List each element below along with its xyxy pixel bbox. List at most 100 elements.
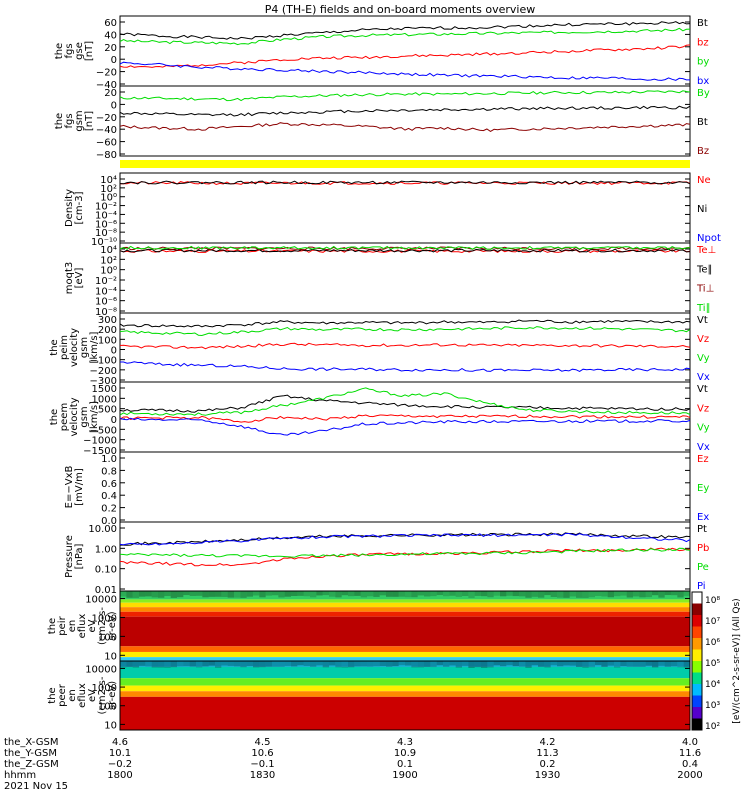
spectrogram-noise [538, 661, 545, 667]
spectrogram-noise [151, 661, 158, 668]
spectrogram-noise [664, 591, 671, 596]
spectrogram-noise [468, 591, 475, 598]
legend-Vz: Vz [697, 403, 709, 414]
plot-title: P4 (TH-E) fields and on-board moments ov… [265, 3, 536, 16]
spectrogram-noise [259, 591, 266, 598]
spectrogram-noise [284, 591, 291, 597]
spectrogram-noise [424, 661, 431, 667]
spectrogram-noise [449, 591, 456, 596]
spectrogram-noise [411, 661, 418, 668]
y-tick-label: −20 [96, 113, 117, 124]
spectrogram-noise [417, 591, 424, 596]
spectrogram-noise [189, 591, 196, 596]
spectrogram-noise [348, 591, 355, 597]
x-axis-row-label: the_Y-GSM [4, 748, 57, 759]
colorbar-segment [692, 649, 702, 662]
y-axis-label-line: [eV] [74, 268, 85, 289]
y-tick-label: 10² [100, 184, 117, 195]
y-axis-label: E=−VxB [mV/m] [64, 466, 85, 509]
spectrogram-noise [253, 661, 260, 668]
y-axis-label-line: eflux [77, 614, 88, 639]
y-axis-label-line: the [54, 113, 65, 129]
spectrogram-noise [329, 661, 336, 666]
series-line-by [119, 27, 691, 46]
spectrogram-noise [120, 591, 127, 597]
panel-frame [119, 85, 691, 157]
spectrogram-noise [297, 661, 304, 666]
spectrogram-noise [253, 591, 260, 596]
spectrogram-noise [595, 661, 602, 666]
legend-Vx: Vx [697, 372, 710, 383]
spectrogram-noise [202, 591, 209, 598]
colorbar-frame [691, 591, 703, 731]
y-axis-label-line: peer [57, 683, 68, 707]
spectrogram-band [120, 678, 690, 686]
legend-Te⊥: Te⊥ [696, 245, 716, 256]
panel-frame [119, 242, 691, 314]
series-line-Ni [119, 180, 691, 185]
series-line-Ne [120, 181, 691, 186]
spectrogram-noise [139, 661, 146, 666]
y-tick-label: 0.01 [95, 585, 117, 596]
y-tick-label: 10² [100, 255, 117, 266]
spectrogram-noise [265, 661, 272, 667]
legend-Ti∥: Ti∥ [696, 303, 711, 314]
y-tick-label: 10⁴ [100, 175, 117, 186]
spectrogram-noise [379, 661, 386, 667]
y-axis-label-line: Pressure [64, 535, 75, 578]
colorbar-segment [692, 684, 702, 696]
y-tick-label: 10⁻⁴ [95, 286, 117, 297]
series-line-Vz [119, 342, 691, 350]
y-axis-label-line: peem [59, 403, 70, 431]
spectrogram-noise [607, 591, 614, 598]
y-axis-label-line: the [47, 618, 58, 634]
y-tick-label: 0.2 [101, 504, 117, 515]
series-line-Bt [119, 105, 691, 117]
legend-Vy: Vy [697, 423, 710, 434]
spectrogram-noise [177, 591, 184, 598]
spectrogram-noise [284, 661, 291, 666]
spectrogram-noise [132, 661, 139, 668]
spectrogram-noise [607, 661, 614, 666]
spectrogram-noise [639, 591, 646, 598]
legend-Pb: Pb [697, 543, 709, 554]
spectrogram-noise [645, 661, 652, 666]
series-line-Vy [119, 387, 691, 416]
y-tick-label: 10000 [85, 664, 117, 675]
spectrogram-noise [614, 591, 621, 597]
spectrogram-noise [462, 661, 469, 666]
x-axis-value: 11.6 [679, 748, 701, 759]
y-axis-label-line: [km/s] [89, 331, 100, 363]
spectrogram-noise [683, 661, 690, 668]
spectrogram-noise [519, 591, 526, 597]
spectrogram-noise [449, 661, 456, 666]
spectrogram-noise [512, 661, 519, 667]
series-line-Vz [119, 414, 691, 423]
y-tick-label: 0 [111, 100, 117, 111]
y-axis-label-line: [nPa] [74, 543, 85, 569]
spectrogram-noise [601, 661, 608, 667]
spectrogram-noise [506, 661, 513, 666]
y-tick-label: 1000 [92, 613, 117, 624]
colorbar: 10⁸ 10⁷ 10⁶ 10⁵ 10⁴ 10³ 10² [eV/(cm^2-s-sr-eV)]… [691, 591, 742, 732]
spectrogram-noise [291, 591, 298, 596]
spectrogram-noise [658, 661, 665, 666]
y-tick-label: −200 [90, 366, 117, 377]
y-tick-label: 0 [111, 346, 117, 357]
y-tick-label: 10 [104, 651, 117, 662]
colorbar-label: [eV/(cm^2-s-sr-eV)] (All Qs) [732, 598, 742, 723]
legend-Vx: Vx [697, 442, 710, 453]
spectrogram-noise [151, 591, 158, 598]
spectrogram-noise [550, 591, 557, 597]
spectrogram-noise [519, 661, 526, 667]
y-axis-label: the fgs gsm [nT] [54, 110, 95, 131]
y-axis-label-line: [nT] [84, 111, 95, 131]
panel-efield: 1.00.8 0.60.4 0.20.0 E=−VxB [mV/m] Ez Ey Ex [64, 451, 709, 527]
spectrogram-noise [234, 591, 241, 598]
y-tick-label: −80 [96, 150, 117, 161]
spectrogram-noise [671, 591, 678, 596]
spectrogram-noise [373, 591, 380, 597]
spectrogram-band [120, 696, 690, 730]
y-axis-label-line: peir [57, 615, 68, 635]
